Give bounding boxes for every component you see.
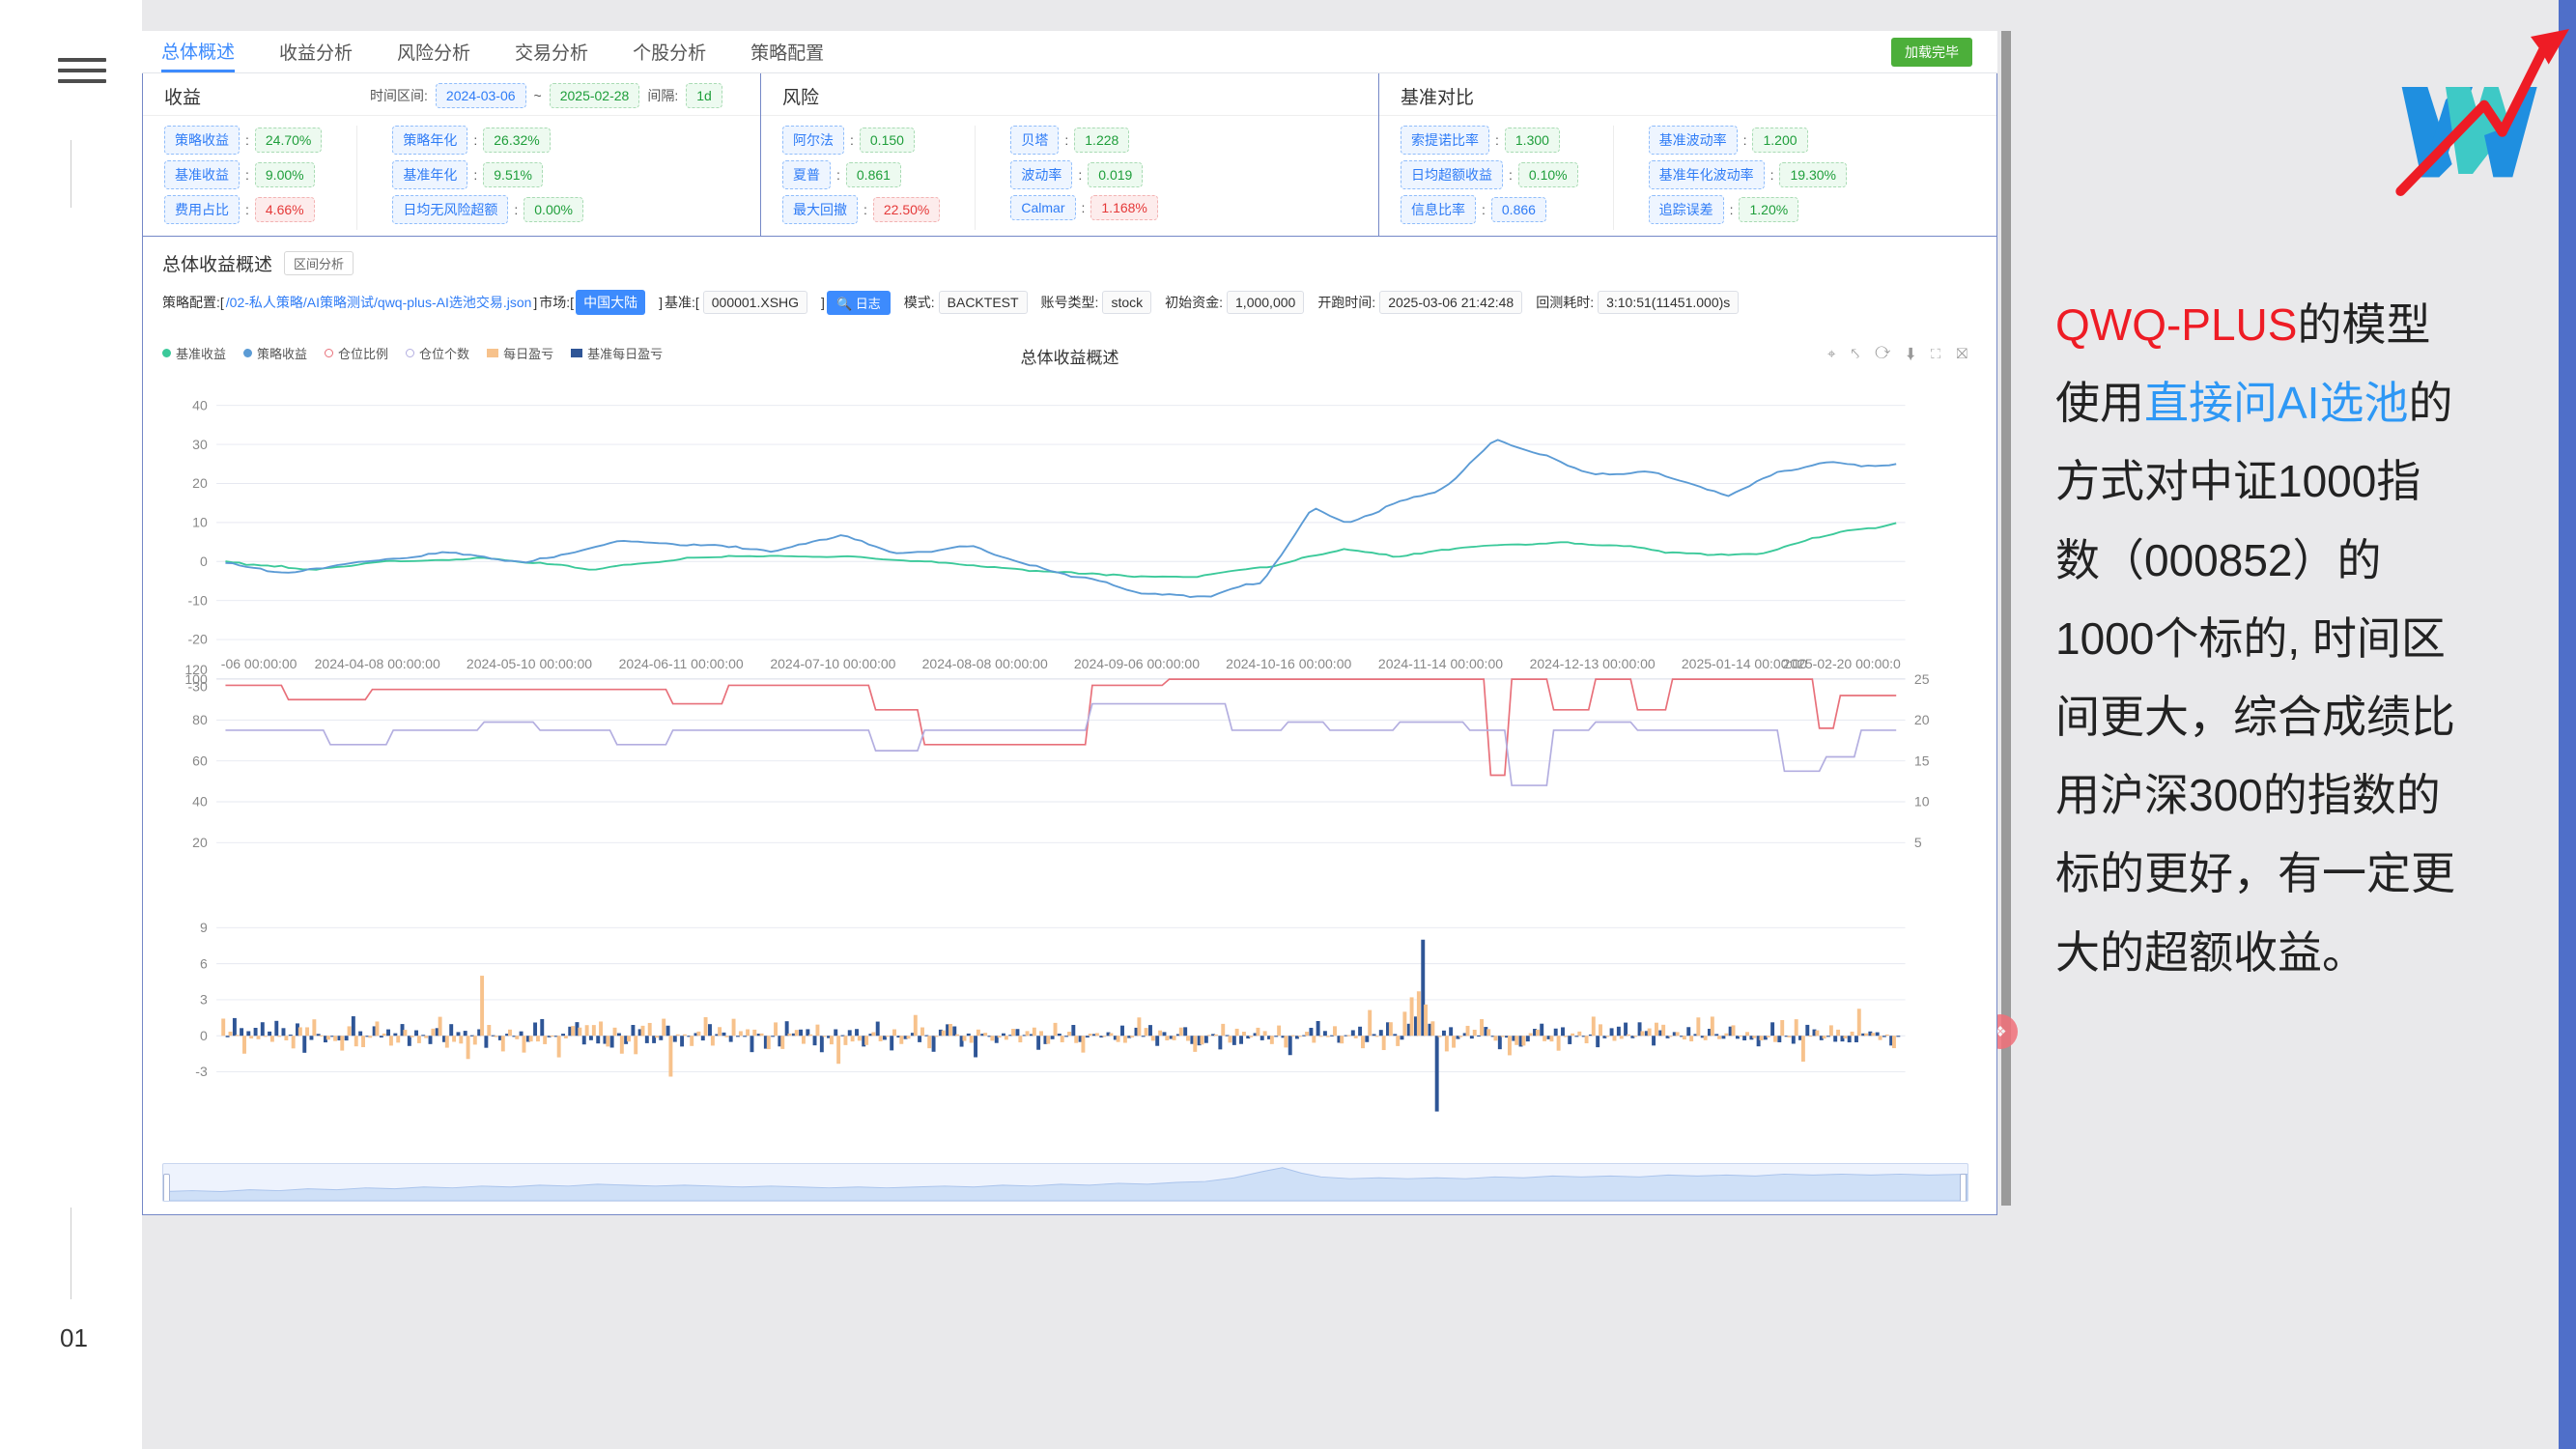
- svg-text:60: 60: [192, 753, 208, 768]
- svg-text:40: 40: [192, 397, 208, 412]
- svg-text:25: 25: [1914, 671, 1930, 687]
- svg-text:2024-08-08 00:00:00: 2024-08-08 00:00:00: [922, 656, 1048, 671]
- svg-text:9: 9: [200, 920, 208, 935]
- svg-text:6: 6: [200, 955, 208, 971]
- svg-text:2024-06-11 00:00:00: 2024-06-11 00:00:00: [619, 656, 744, 671]
- svg-text:-20: -20: [187, 632, 207, 647]
- svg-text:40: 40: [192, 794, 208, 810]
- svg-text:5: 5: [1914, 835, 1922, 850]
- svg-text:0: 0: [200, 1028, 208, 1043]
- svg-text:2025-02-20 00:00:0: 2025-02-20 00:00:0: [1783, 656, 1902, 671]
- svg-text:20: 20: [192, 475, 208, 491]
- svg-text:2024-07-10 00:00:00: 2024-07-10 00:00:00: [770, 656, 895, 671]
- svg-text:20: 20: [192, 835, 208, 850]
- svg-text:10: 10: [192, 515, 208, 530]
- svg-text:10: 10: [1914, 794, 1930, 810]
- svg-text:2024-10-16 00:00:00: 2024-10-16 00:00:00: [1226, 656, 1351, 671]
- svg-text:-06 00:00:00: -06 00:00:00: [221, 656, 297, 671]
- svg-text:2024-12-13 00:00:00: 2024-12-13 00:00:00: [1530, 656, 1656, 671]
- svg-text:2024-05-10 00:00:00: 2024-05-10 00:00:00: [467, 656, 592, 671]
- svg-text:-10: -10: [187, 592, 207, 608]
- svg-text:80: 80: [192, 712, 208, 727]
- svg-text:30: 30: [192, 437, 208, 452]
- svg-text:2024-04-08 00:00:00: 2024-04-08 00:00:00: [315, 656, 440, 671]
- svg-text:2024-09-06 00:00:00: 2024-09-06 00:00:00: [1074, 656, 1200, 671]
- svg-text:2024-11-14 00:00:00: 2024-11-14 00:00:00: [1378, 656, 1503, 671]
- svg-text:-3: -3: [195, 1064, 208, 1079]
- svg-text:20: 20: [1914, 712, 1930, 727]
- svg-text:3: 3: [200, 992, 208, 1008]
- svg-text:100: 100: [184, 671, 208, 687]
- svg-text:15: 15: [1914, 753, 1930, 768]
- svg-text:0: 0: [200, 554, 208, 569]
